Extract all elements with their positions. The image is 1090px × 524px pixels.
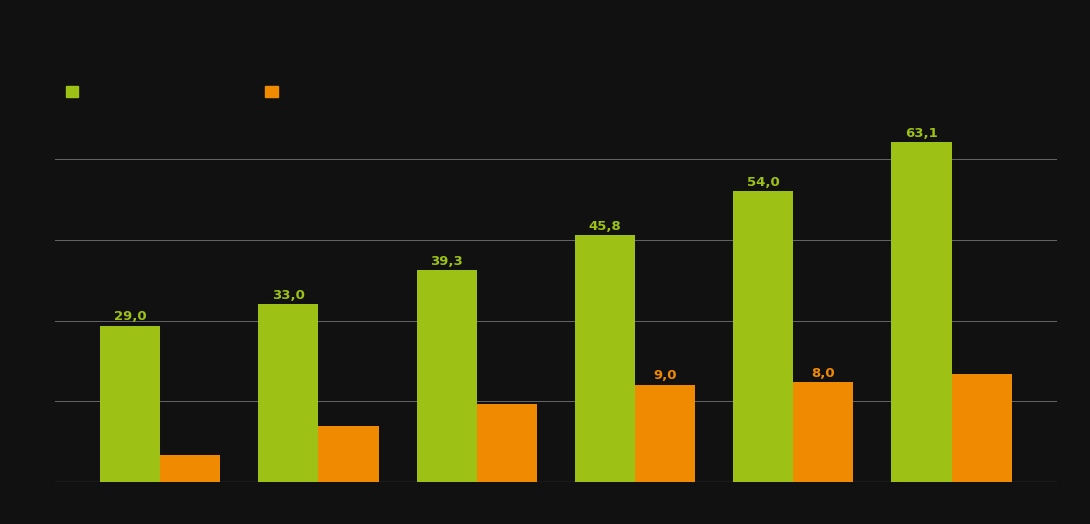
Bar — [952, 374, 1012, 482]
Bar — [734, 191, 794, 482]
Bar — [794, 383, 853, 482]
Text: 9,0: 9,0 — [653, 369, 677, 383]
Text: 33,0: 33,0 — [272, 289, 305, 302]
Bar — [258, 304, 318, 482]
Text: 8,0: 8,0 — [812, 367, 835, 380]
Legend: Corporatiewoningen, Particuliere huurwoningen: Corporatiewoningen, Particuliere huurwon… — [61, 81, 457, 104]
Bar — [416, 270, 476, 482]
Bar — [100, 326, 160, 482]
Bar — [160, 455, 220, 482]
Text: 45,8: 45,8 — [589, 220, 621, 233]
Text: 63,1: 63,1 — [905, 127, 937, 139]
Bar — [635, 385, 695, 482]
Bar — [574, 235, 635, 482]
Bar — [318, 425, 378, 482]
Text: 39,3: 39,3 — [431, 255, 463, 268]
Text: 29,0: 29,0 — [113, 310, 146, 323]
Bar — [476, 404, 537, 482]
Bar — [892, 142, 952, 482]
Text: 54,0: 54,0 — [747, 176, 779, 189]
